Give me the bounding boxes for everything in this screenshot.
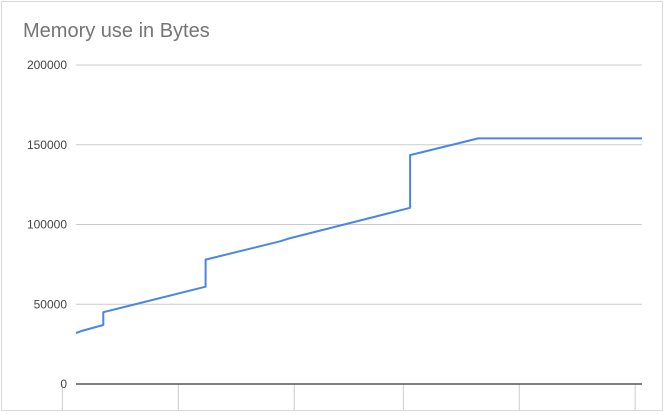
chart-title: Memory use in Bytes xyxy=(23,20,210,42)
series-layer xyxy=(75,137,642,334)
series-line-0 xyxy=(75,137,642,334)
grid-lines xyxy=(61,64,642,410)
y-tick-label: 200000 xyxy=(27,58,67,72)
y-tick-label: 50000 xyxy=(34,297,68,311)
y-tick-label: 100000 xyxy=(27,218,67,232)
y-axis-tick-labels: 0 50000 100000 150000 200000 xyxy=(27,58,67,391)
y-tick-label: 150000 xyxy=(27,138,67,152)
y-tick-label: 0 xyxy=(60,377,67,391)
